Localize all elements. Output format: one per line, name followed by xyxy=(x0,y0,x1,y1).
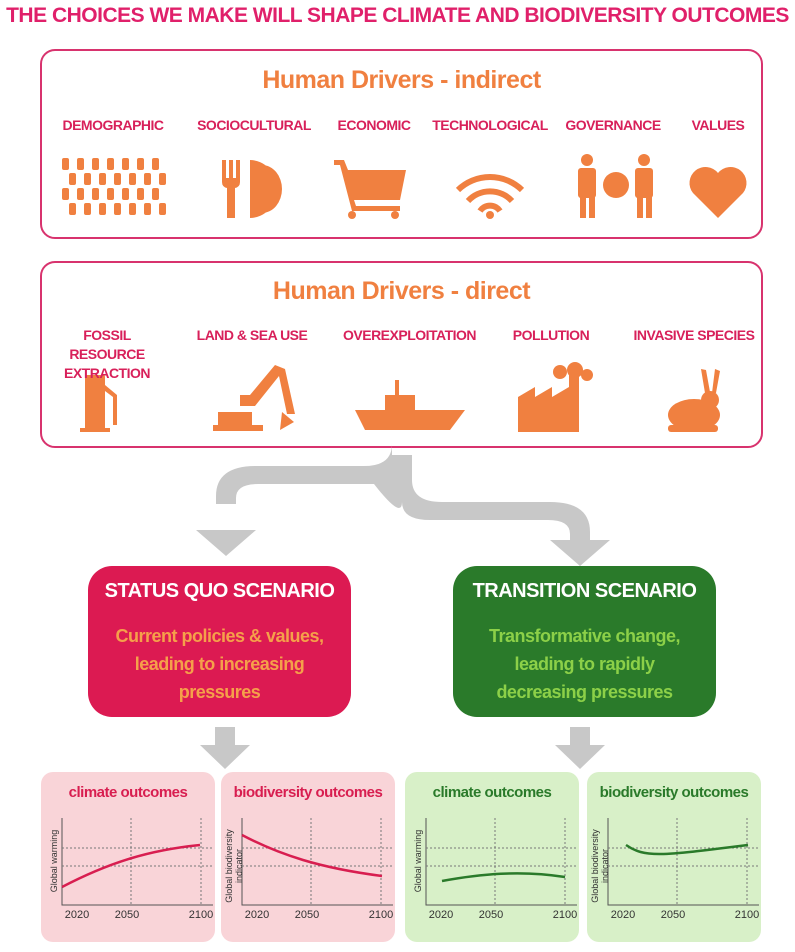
outcome-panel xyxy=(41,772,215,942)
indirect-title: Human Drivers - indirect xyxy=(262,66,541,94)
title: THE CHOICES WE MAKE WILL SHAPE CLIMATE A… xyxy=(6,4,789,27)
driver-label: SOCIOCULTURAL xyxy=(197,117,311,133)
indirect-box xyxy=(40,49,763,239)
direct-box xyxy=(40,261,763,448)
x-tick-label: 2050 xyxy=(478,909,504,921)
icons xyxy=(62,154,747,432)
x-tick-label: 2050 xyxy=(114,909,140,921)
trend-line xyxy=(441,872,566,883)
driver-label: OVEREXPLOITATION xyxy=(343,327,477,343)
y-axis-label: Global biodiversity indicator xyxy=(224,829,244,903)
direct-title: Human Drivers - direct xyxy=(272,277,531,305)
driver-label: TECHNOLOGICAL xyxy=(432,117,548,133)
driver-label: DEMOGRAPHIC xyxy=(62,117,164,133)
y-axis-label: Global warming xyxy=(413,829,423,893)
y-axis-label: Global biodiversity indicator xyxy=(590,829,610,903)
status-quo-box xyxy=(88,566,351,717)
x-tick-label: 2020 xyxy=(610,909,636,921)
trend-line xyxy=(241,833,383,878)
x-tick-label: 2050 xyxy=(660,909,686,921)
axes xyxy=(607,818,759,906)
transition-box xyxy=(453,566,716,717)
driver-label: ECONOMIC xyxy=(337,117,412,133)
x-tick-label: 2100 xyxy=(188,909,214,921)
x-tick-label: 2020 xyxy=(428,909,454,921)
driver-label: VALUES xyxy=(691,117,745,133)
driver-label: LAND & SEA USE xyxy=(196,327,308,343)
outcome-title: climate outcomes xyxy=(432,784,552,801)
outcome-title: climate outcomes xyxy=(68,784,188,801)
driver-label: FOSSIL RESOURCE EXTRACTION xyxy=(64,327,151,381)
x-tick-label: 2100 xyxy=(368,909,394,921)
trend-line xyxy=(625,843,749,856)
outcome-title: biodiversity outcomes xyxy=(233,784,383,801)
arrows xyxy=(196,444,610,769)
driver-label: GOVERNANCE xyxy=(565,117,661,133)
x-tick-label: 2100 xyxy=(552,909,578,921)
outcome-panel xyxy=(221,772,395,942)
axes xyxy=(241,818,393,906)
outcome-panel xyxy=(405,772,579,942)
trend-line xyxy=(61,843,201,889)
x-tick-label: 2020 xyxy=(64,909,90,921)
scenario-title: STATUS QUO SCENARIO xyxy=(104,580,335,602)
driver-label: POLLUTION xyxy=(512,327,590,343)
outcome-panel xyxy=(587,772,761,942)
driver-label: INVASIVE SPECIES xyxy=(633,327,755,343)
x-tick-label: 2050 xyxy=(294,909,320,921)
scenario-description: Current policies & values, leading to in… xyxy=(115,626,324,702)
scenario-title: TRANSITION SCENARIO xyxy=(472,580,697,602)
x-tick-label: 2100 xyxy=(734,909,760,921)
axes xyxy=(425,818,577,906)
y-axis-label: Global warming xyxy=(49,829,59,893)
axes xyxy=(61,818,213,906)
outcome-title: biodiversity outcomes xyxy=(599,784,749,801)
x-tick-label: 2020 xyxy=(244,909,270,921)
scenario-description: Transformative change, leading to rapidl… xyxy=(488,626,681,702)
